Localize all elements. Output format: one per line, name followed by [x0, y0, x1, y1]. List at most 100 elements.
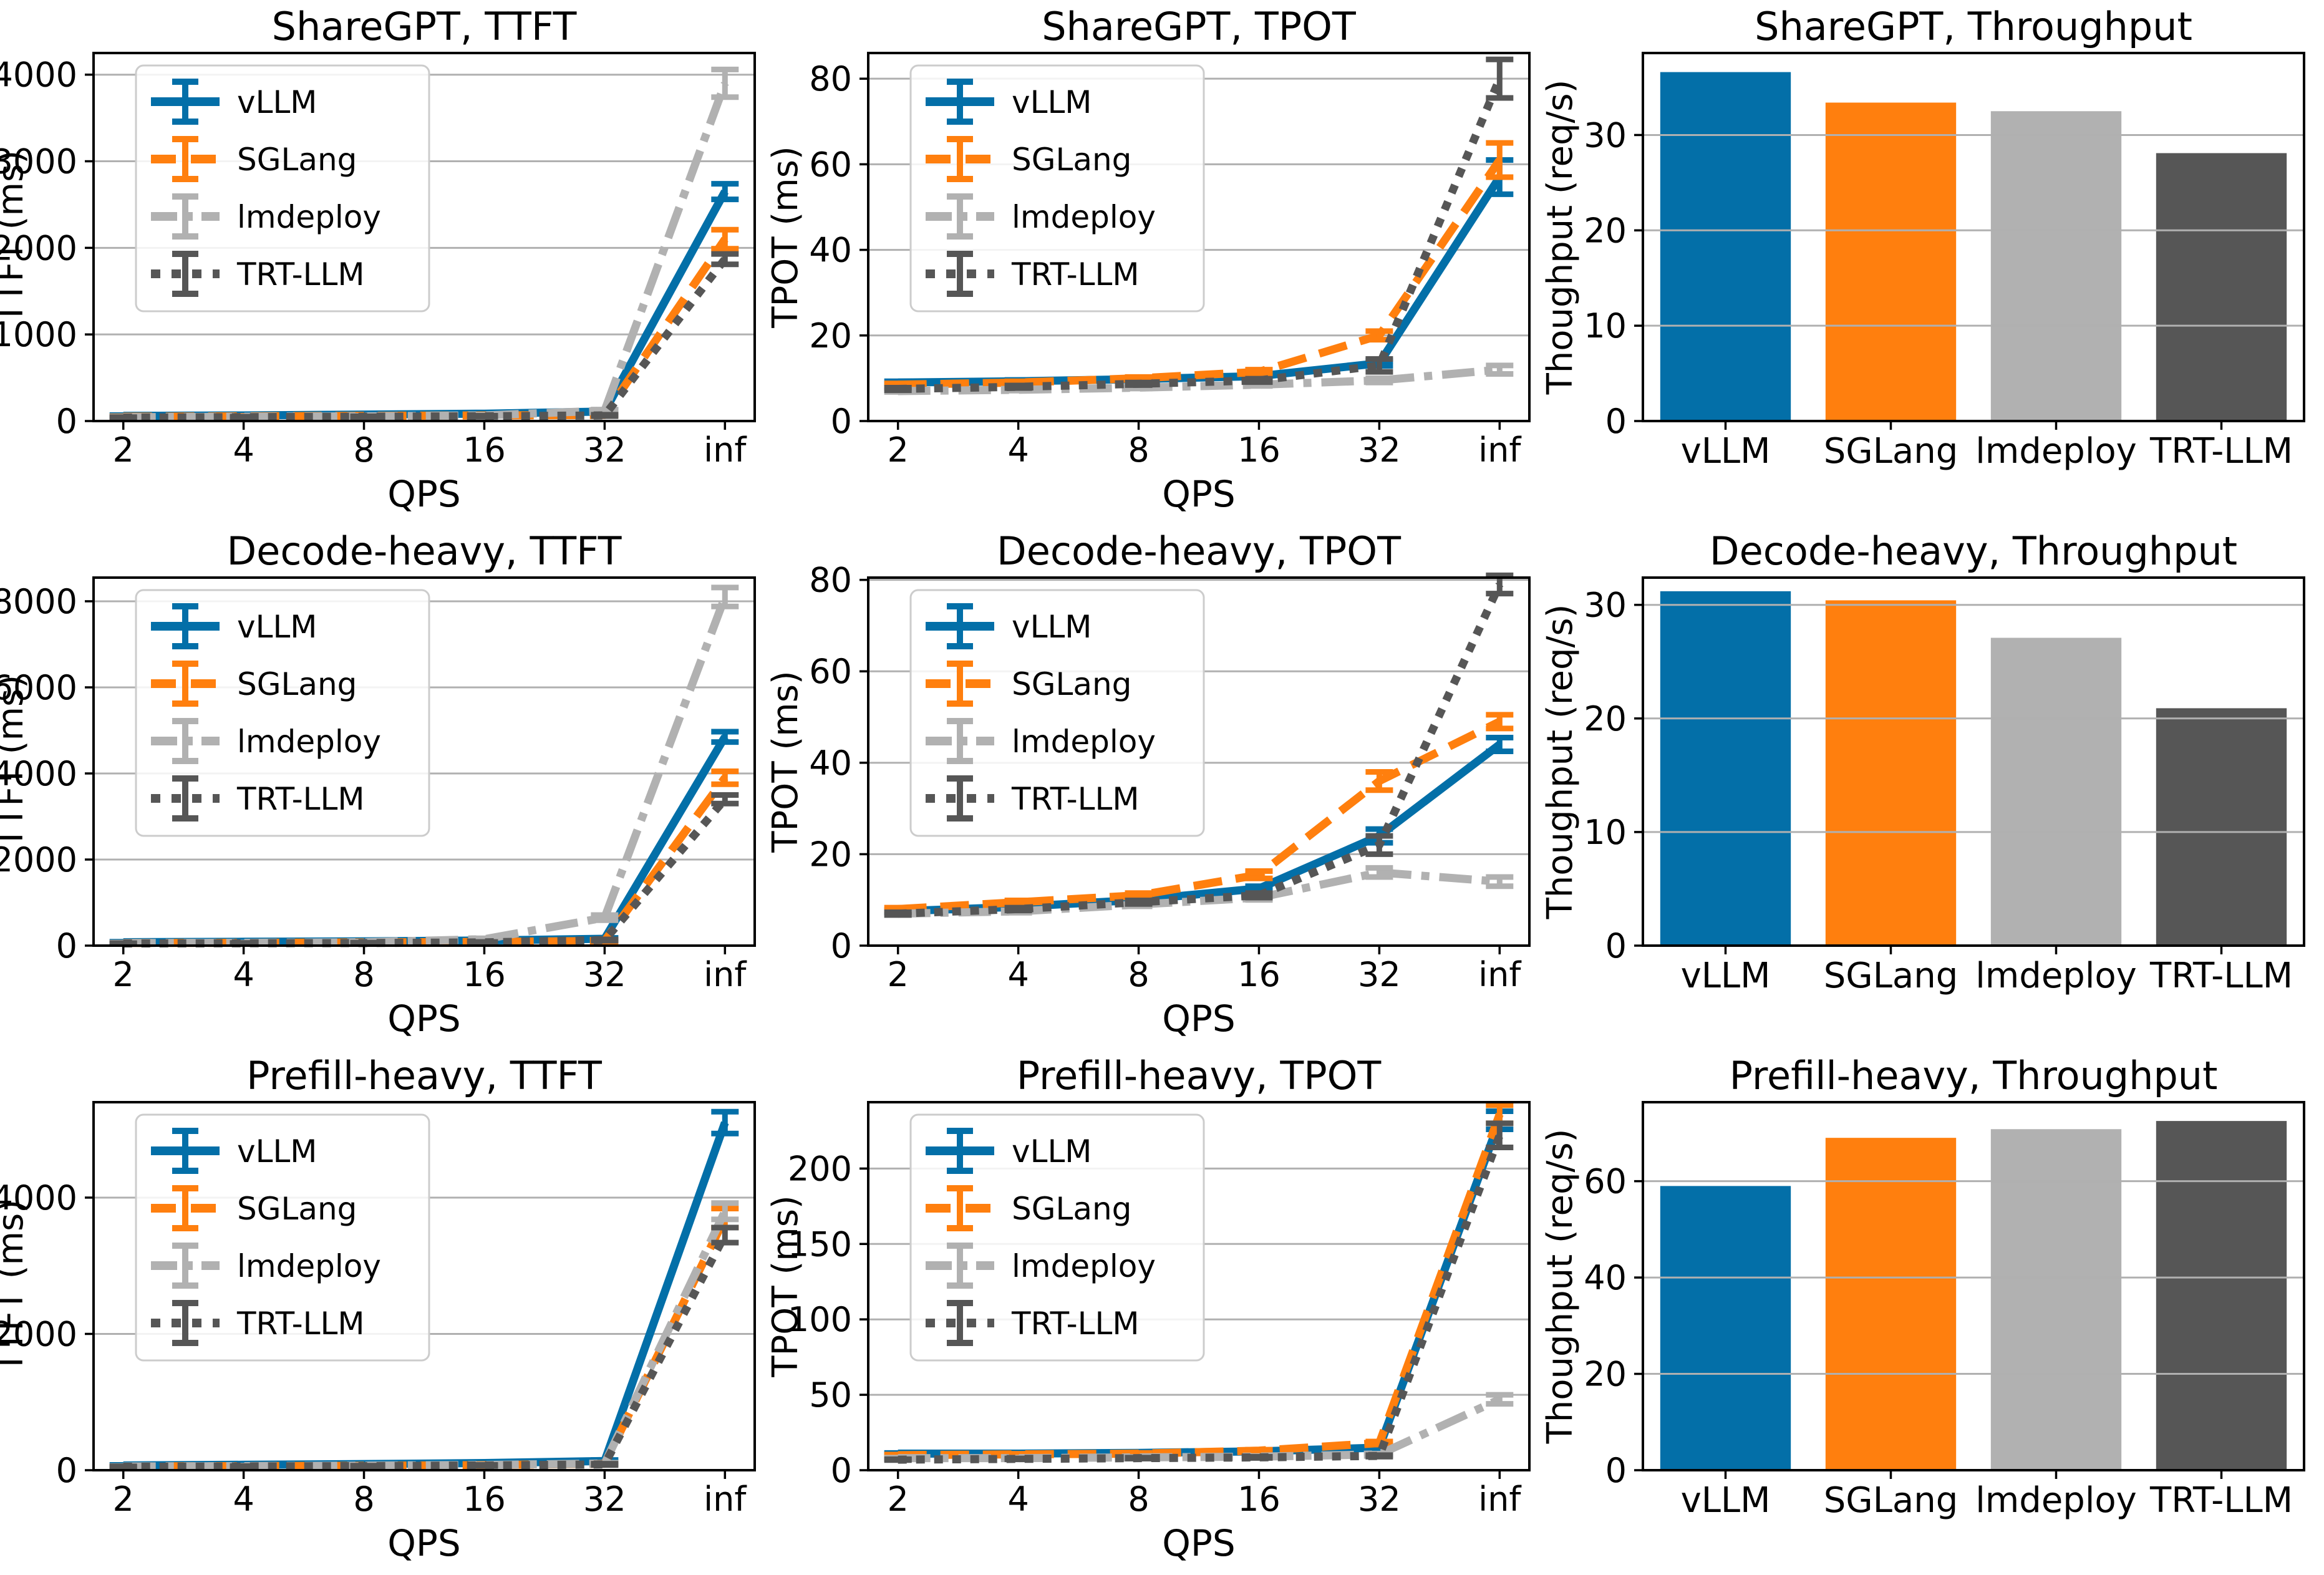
y-tick-label: 0	[56, 926, 77, 966]
x-tick-label: TRT-LLM	[2149, 431, 2293, 472]
legend-label: vLLM	[1012, 84, 1092, 120]
legend-label: lmdeploy	[1012, 724, 1156, 760]
legend-label: vLLM	[1012, 1133, 1092, 1170]
y-tick-label: 60	[809, 652, 852, 691]
x-tick-label: 16	[463, 430, 506, 470]
y-tick-label: 150	[788, 1224, 852, 1264]
x-tick-label: 4	[1007, 1480, 1029, 1519]
legend-label: SGLang	[237, 666, 357, 702]
y-tick-label: 0	[831, 402, 852, 441]
y-tick-label: 30	[1584, 586, 1627, 625]
y-tick-label: 10	[1584, 813, 1627, 852]
x-tick-label: 16	[1237, 1480, 1281, 1519]
axes-frame	[1642, 576, 2305, 947]
y-tick-label: 0	[1605, 926, 1627, 966]
y-tick-label: 8000	[0, 582, 77, 621]
y-tick-label: 4000	[0, 754, 77, 793]
x-tick-label: inf	[1478, 1480, 1522, 1519]
legend-label: SGLang	[237, 142, 357, 178]
x-tick-label: 8	[353, 955, 374, 994]
y-tick-label: 3000	[0, 142, 77, 182]
series-line-SGLang	[898, 718, 1502, 913]
y-axis-label: TTFT (ms)	[0, 675, 31, 849]
chart-title: ShareGPT, Throughput	[1755, 4, 2192, 49]
legend-label: TRT-LLM	[236, 781, 365, 817]
legend-label: TRT-LLM	[1011, 781, 1140, 817]
x-tick-label: lmdeploy	[1975, 956, 2137, 996]
legend-label: lmdeploy	[237, 199, 381, 235]
x-tick-label: 16	[1237, 955, 1281, 994]
legend-label: lmdeploy	[237, 724, 381, 760]
y-tick-label: 50	[809, 1375, 852, 1415]
x-tick-label: 4	[233, 1480, 254, 1519]
axes-frame	[867, 1101, 1531, 1471]
y-tick-label: 20	[809, 316, 852, 356]
series-line-SGLang	[123, 236, 729, 421]
series-line-vLLM	[898, 741, 1503, 916]
x-tick-label: 2	[888, 1480, 909, 1519]
chart-prefill-heavy-ttft: Prefill-heavy, TTFT TTFT (ms) 2 4 8 16 32 inf QP…	[0, 1049, 775, 1575]
y-axis-label: TTFT (ms)	[0, 150, 31, 324]
bar-vLLM	[1660, 591, 1791, 946]
x-tick-label: 2	[888, 955, 909, 994]
chart-title: Prefill-heavy, TPOT	[1017, 1053, 1382, 1098]
x-tick-label: 4	[1007, 430, 1029, 470]
y-tick-label: 80	[809, 59, 852, 99]
x-axis-label: QPS	[387, 997, 460, 1040]
legend-label: lmdeploy	[237, 1248, 381, 1284]
x-tick-label: lmdeploy	[1975, 1480, 2137, 1521]
x-tick-label: vLLM	[1681, 1480, 1771, 1521]
x-tick-label: 4	[233, 430, 254, 470]
x-tick-label: inf	[704, 955, 747, 994]
x-tick-label: 16	[463, 955, 506, 994]
chart-canvas-decode-heavy-ttft: Decode-heavy, TTFT TTFT (ms) 2 4 8 16 32 inf QPS…	[0, 528, 756, 1040]
y-axis-label: TPOT (ms)	[765, 671, 806, 853]
x-tick-label: lmdeploy	[1975, 431, 2137, 472]
y-tick-label: 30	[1584, 115, 1627, 155]
legend-box	[909, 64, 1205, 313]
legend-box	[135, 589, 430, 837]
x-tick-label: TRT-LLM	[2149, 1480, 2293, 1521]
chart-title: Prefill-heavy, Throughput	[1730, 1053, 2218, 1098]
x-axis-label: QPS	[1162, 473, 1235, 515]
chart-title: ShareGPT, TTFT	[272, 4, 578, 49]
chart-title: Decode-heavy, TPOT	[997, 528, 1402, 574]
bar-lmdeploy	[1990, 1129, 2122, 1470]
legend-label: SGLang	[1012, 1191, 1131, 1227]
x-axis-label: QPS	[387, 1522, 460, 1564]
series-line-SGLang	[898, 1113, 1504, 1460]
legend-box	[909, 589, 1205, 837]
series-line-TRT-LLM	[123, 256, 729, 422]
chart-title: ShareGPT, TPOT	[1042, 4, 1357, 49]
y-tick-label: 100	[788, 1300, 852, 1339]
chart-sharegpt-throughput: ShareGPT, Throughput Thoughput (req/s) vLL…	[1540, 0, 2324, 525]
legend-box	[135, 1113, 430, 1362]
chart-decode-heavy-throughput: Decode-heavy, Throughput Thoughput (req/s…	[1540, 525, 2324, 1049]
x-tick-label: 2	[113, 1480, 134, 1519]
bar-vLLM	[1660, 72, 1791, 421]
x-tick-label: 16	[1237, 430, 1281, 470]
legend-label: SGLang	[1012, 666, 1131, 702]
x-tick-label: inf	[1478, 955, 1522, 994]
x-tick-label: 32	[1358, 955, 1401, 994]
legend-label: lmdeploy	[1012, 1248, 1156, 1284]
x-axis-label: QPS	[1162, 1522, 1235, 1564]
bar-TRT-LLM	[2156, 708, 2287, 946]
chart-canvas-sharegpt-tpot: ShareGPT, TPOT TPOT (ms) 2 4 8 16 32 inf QPS 0 20 4…	[765, 4, 1531, 515]
y-tick-label: 0	[831, 926, 852, 966]
series-line-TRT-LLM	[123, 797, 729, 948]
chart-title: Prefill-heavy, TTFT	[246, 1053, 603, 1098]
axes-frame	[1642, 1101, 2305, 1471]
chart-sharegpt-ttft: ShareGPT, TTFT TTFT (ms) 2 4 8 16 32 inf QPS 0 100…	[0, 0, 775, 525]
y-tick-label: 60	[809, 145, 852, 184]
chart-canvas-prefill-heavy-ttft: Prefill-heavy, TTFT TTFT (ms) 2 4 8 16 32 inf QP…	[0, 1053, 756, 1564]
series-line-lmdeploy	[898, 366, 1500, 395]
x-tick-label: TRT-LLM	[2149, 956, 2293, 996]
chart-canvas-sharegpt-throughput: ShareGPT, Throughput Thoughput (req/s) vLL…	[1540, 4, 2305, 472]
y-tick-label: 6000	[0, 668, 77, 707]
bar-TRT-LLM	[2156, 153, 2287, 421]
bar-TRT-LLM	[2156, 1121, 2287, 1470]
x-tick-label: 8	[353, 430, 374, 470]
legend-label: SGLang	[237, 1191, 357, 1227]
bar-lmdeploy	[1990, 637, 2122, 946]
